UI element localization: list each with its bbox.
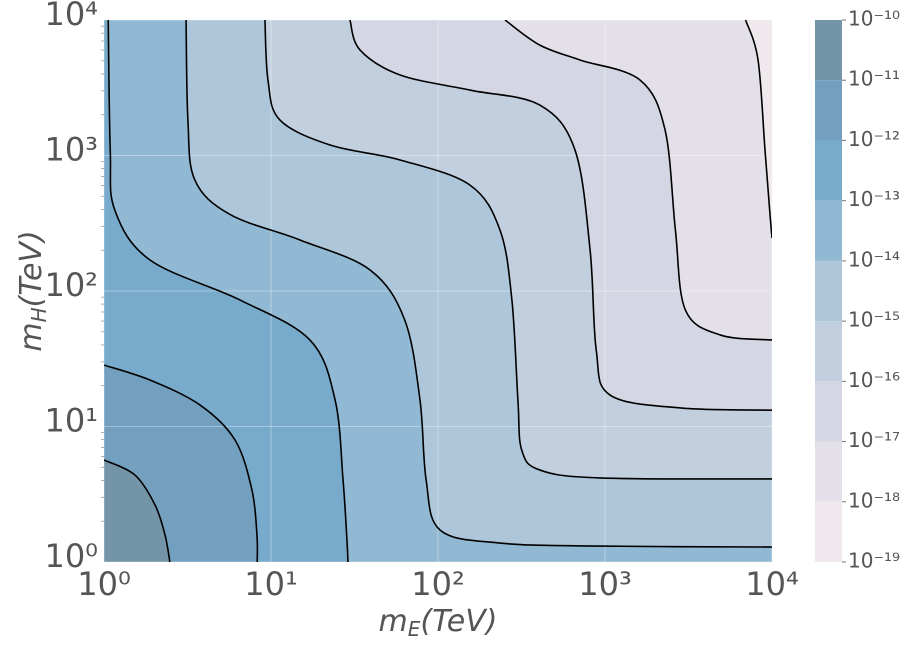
y-label-base: m [14,322,49,351]
x-tick-label: 10² [411,565,465,603]
grid [103,19,773,563]
colorbar-tick-label: 10⁻¹³ [848,187,900,211]
contour-line [264,20,772,480]
colorbar-band [815,441,842,502]
x-tick-label: 10⁰ [77,565,131,603]
y-label-rest: (TeV) [14,230,49,307]
colorbar-tick-label: 10⁻¹⁴ [848,247,900,271]
colorbar-band [815,200,842,261]
colorbar-tick-label: 10⁻¹⁸ [848,488,900,512]
x-label-base: m [379,604,408,639]
colorbar-band [815,501,842,562]
y-tick-label: 10¹ [44,402,98,440]
colorbar-band [815,80,842,141]
x-axis-label: mE(TeV) [379,604,498,641]
x-tick-label: 10¹ [244,565,298,603]
colorbar-band [815,140,842,201]
colorbar-tick-label: 10⁻¹⁰ [848,7,900,31]
colorbar-tick-label: 10⁻¹¹ [848,67,900,91]
plot-area [104,20,772,562]
axes: 10⁰ 10¹ 10² 10³ 10⁴ 10⁰ 10¹ 10² 10³ 10⁴ [44,0,798,603]
y-tick-label: 10³ [44,131,98,169]
x-label-rest: (TeV) [420,604,497,639]
colorbar-band [815,260,842,322]
colorbar-tick-label: 10⁻¹⁶ [848,368,900,392]
contour-lines [104,20,772,562]
y-tick-label: 10⁰ [44,537,98,575]
contour-line [107,20,349,562]
colorbar-tick-label: 10⁻¹² [848,127,900,151]
y-tick-label: 10² [44,266,98,304]
contour-line [104,459,171,562]
contour-fill [104,459,170,562]
y-label-sub: H [27,307,51,322]
y-tick-label: 10⁴ [44,0,98,33]
colorbar-tick-label: 10⁻¹⁵ [848,308,900,332]
contour-line [185,20,772,548]
colorbar-band [815,381,842,442]
colorbar-band [815,321,842,382]
y-axis-label: mH(TeV) [14,230,51,351]
colorbar-tick-label: 10⁻¹⁷ [848,428,900,452]
x-tick-label: 10³ [578,565,632,603]
contour-line [504,20,772,341]
contour-line [349,20,772,411]
x-label-sub: E [408,617,421,641]
colorbar-tick-label: 10⁻¹⁹ [848,549,900,573]
contour-line [744,20,772,239]
colorbar-band [815,20,842,81]
contour-line [104,364,259,562]
colorbar: 10⁻¹⁹ 10⁻¹⁸ 10⁻¹⁷ 10⁻¹⁶ 10⁻¹⁵ 10⁻¹⁴ 10⁻¹³ 10⁻¹²… [815,7,900,573]
x-tick-label: 10⁴ [745,565,799,603]
